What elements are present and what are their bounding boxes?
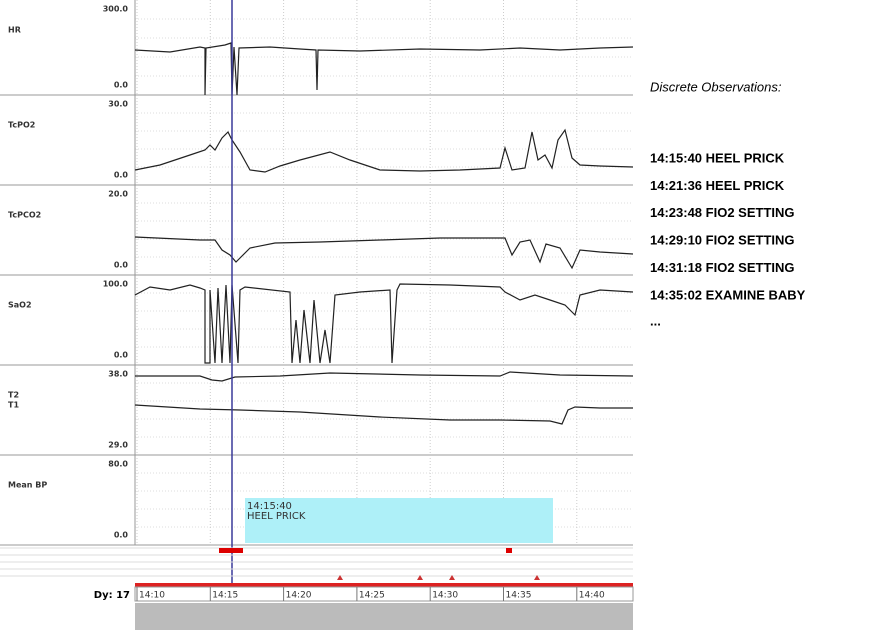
obs-item: 14:29:10 FIO2 SETTING <box>650 233 795 248</box>
panel-label: TcPCO2 <box>8 211 41 220</box>
obs-item: 14:23:48 FIO2 SETTING <box>650 205 795 220</box>
timeline-label: 14:25 <box>359 591 385 601</box>
panel-label: T1 <box>8 401 19 410</box>
scale-min: 0.0 <box>114 171 129 180</box>
scale-max: 100.0 <box>103 280 129 289</box>
timeline-labels <box>134 586 634 602</box>
signal-trace <box>134 42 634 96</box>
event-mark <box>219 548 243 553</box>
signal-trace <box>134 283 634 364</box>
timeline-label: 14:20 <box>286 591 312 601</box>
scale-min: 0.0 <box>114 81 129 90</box>
annotation-text: HEEL PRICK <box>247 511 306 522</box>
timeline-label: 14:40 <box>579 591 605 601</box>
signal-trace <box>134 404 633 425</box>
scale-min: 0.0 <box>114 351 129 360</box>
panel-label: HR <box>8 26 21 35</box>
obs-item: 14:15:40 HEEL PRICK <box>650 150 785 165</box>
scale-min: 29.0 <box>108 441 128 450</box>
panel-label: TcPO2 <box>8 121 35 130</box>
scale-max: 80.0 <box>108 460 128 469</box>
scale-max: 30.0 <box>108 100 128 109</box>
panel-label: SaO2 <box>8 301 32 310</box>
obs-title: Discrete Observations: <box>650 79 782 94</box>
event-triangle <box>337 575 343 580</box>
event-triangle <box>534 575 540 580</box>
timeline-bar <box>135 583 633 587</box>
obs-item: 14:31:18 FIO2 SETTING <box>650 260 795 275</box>
signal-trace <box>134 128 634 173</box>
timeline-label: 14:15 <box>212 591 238 601</box>
timeline-label: 14:10 <box>139 591 165 601</box>
panel-label: Mean BP <box>8 481 47 490</box>
panel-label: T2 <box>8 391 19 400</box>
signal-trace <box>135 371 634 382</box>
scale-max: 300.0 <box>103 5 129 14</box>
scale-min: 0.0 <box>114 261 129 270</box>
scroll-bar <box>135 603 633 630</box>
event-triangle <box>449 575 455 580</box>
scale-max: 20.0 <box>108 190 128 199</box>
obs-item: 14:35:02 EXAMINE BABY <box>650 287 806 302</box>
day-label: Dy: 17 <box>94 590 130 601</box>
obs-item: 14:21:36 HEEL PRICK <box>650 178 785 193</box>
event-triangle <box>417 575 423 580</box>
annotation-box <box>245 498 553 543</box>
scale-min: 0.0 <box>114 531 129 540</box>
obs-more: ... <box>650 313 661 328</box>
timeline-label: 14:30 <box>432 591 458 601</box>
timeline-label: 14:35 <box>506 591 532 601</box>
scale-max: 38.0 <box>108 370 128 379</box>
annotation-time: 14:15:40 <box>247 501 292 512</box>
event-mark <box>506 548 512 553</box>
signal-trace <box>134 236 634 270</box>
